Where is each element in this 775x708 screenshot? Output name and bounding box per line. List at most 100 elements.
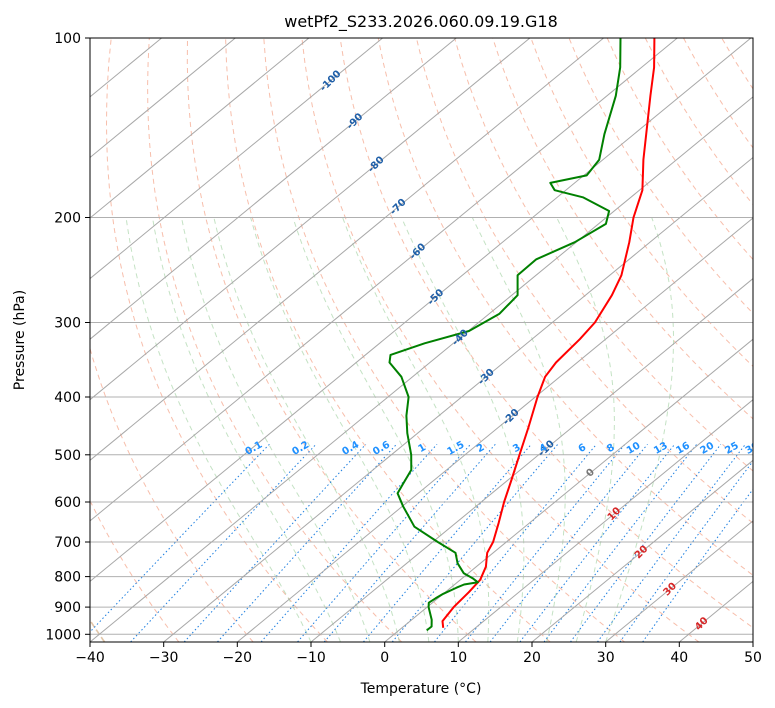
dry-adiabat [568, 38, 753, 315]
isotherm-line [310, 277, 753, 642]
moist-adiabat [125, 217, 312, 642]
mixing-ratio-label: 6 [577, 442, 589, 455]
skewed-isotherms [90, 38, 753, 642]
isotherm-line [457, 399, 753, 642]
x-axis-label: Temperature (°C) [360, 681, 482, 697]
mixing-ratio-line [543, 443, 698, 642]
x-tick-label: −40 [75, 650, 105, 666]
mixing-ratio-lines [90, 443, 753, 642]
y-tick-label: 700 [54, 535, 81, 551]
dry-adiabat [683, 38, 753, 149]
dry-adiabat [377, 38, 753, 576]
x-tick-label: 30 [597, 650, 615, 666]
moist-adiabat [213, 217, 400, 642]
isotherm-label: -80 [366, 155, 387, 176]
isotherm-line [90, 38, 457, 340]
isotherm-line [90, 38, 310, 219]
x-tick-label: 50 [744, 650, 762, 666]
isotherm-line [605, 520, 753, 642]
mixing-ratio-line [363, 443, 532, 642]
x-tick-label: 40 [670, 650, 688, 666]
dry-adiabat [606, 38, 753, 261]
y-tick-label: 500 [54, 448, 81, 464]
isotherm-line [90, 38, 678, 522]
dry-adiabat [492, 38, 753, 420]
plot-frame [89, 37, 754, 643]
mixing-ratio-label: 36 [764, 440, 775, 457]
x-tick-label: 20 [523, 650, 541, 666]
moist-adiabat [152, 217, 341, 642]
moist-adiabat [471, 217, 566, 642]
dewpoint-profile [388, 38, 622, 632]
y-axis-ticks: 100 200 300 400 500 600 700 800 900 1000 [45, 31, 90, 643]
moist-adiabat [250, 217, 430, 642]
temperature-profile [441, 38, 656, 628]
moist-adiabat [605, 217, 674, 642]
isotherm-line [531, 459, 753, 642]
sounding-series [388, 38, 656, 632]
dry-adiabat [721, 38, 753, 90]
dry-adiabat [301, 38, 700, 642]
mixing-ratio-label: 4 [538, 442, 550, 455]
isotherm-line [163, 156, 753, 642]
dry-adiabat-bold [0, 38, 67, 642]
chart-title: wetPf2_S233.2026.060.09.19.G18 [284, 12, 558, 32]
isotherm-label: -90 [345, 111, 366, 132]
mixing-ratio-line [297, 443, 471, 642]
mixing-ratio-label: 2 [475, 442, 487, 455]
dry-adiabat [530, 38, 753, 367]
y-tick-label: 1000 [45, 627, 81, 643]
y-tick-label: 800 [54, 570, 81, 586]
x-tick-label: −10 [296, 650, 326, 666]
moist-adiabat [342, 217, 490, 642]
x-axis-ticks: −40 −30 −20 −10 0 10 20 30 40 50 [75, 642, 762, 666]
isotherm-line [90, 38, 383, 280]
isotherm-label: -30 [476, 367, 497, 388]
x-tick-label: −30 [149, 650, 179, 666]
dry-adiabat [339, 38, 753, 629]
mixing-ratio-line [90, 443, 270, 633]
pressure-gridlines [90, 38, 753, 635]
y-axis-label: Pressure (hPa) [12, 290, 28, 390]
mixing-ratio-line [619, 460, 753, 642]
mixing-ratio-line [260, 443, 438, 642]
dry-adiabat [90, 346, 254, 642]
isotherm-line [90, 38, 752, 583]
mixing-ratio-line [465, 443, 626, 642]
dry-adiabat [263, 38, 625, 642]
isotherm-line [90, 38, 604, 461]
dry-adiabat [90, 499, 180, 642]
mixing-ratio-label: 8 [605, 442, 617, 455]
dry-adiabat [147, 38, 403, 642]
mixing-ratio-line [519, 443, 676, 642]
plot-area: -100-90-80-70-60-50-40-30-20-10010203040… [0, 38, 775, 642]
isotherm-line [236, 217, 753, 642]
dry-adiabat [415, 38, 753, 524]
mixing-ratio-line [130, 443, 317, 642]
dry-adiabat [225, 38, 551, 642]
mixing-ratio-label: 1 [416, 442, 428, 455]
x-tick-label: 0 [380, 650, 389, 666]
isotherm-line [384, 338, 753, 642]
x-tick-label: 10 [449, 650, 467, 666]
moist-adiabats [125, 217, 674, 642]
mixing-ratio-line [183, 443, 367, 642]
y-tick-label: 400 [54, 390, 81, 406]
moist-adiabat [401, 217, 525, 642]
dry-adiabat [454, 38, 753, 472]
mixing-ratio-label: 30 [744, 440, 762, 457]
isotherm-line [90, 38, 531, 401]
mixing-ratio-label: 3 [511, 442, 523, 455]
mixing-ratio-line [323, 443, 496, 642]
isotherm-label: -100 [318, 68, 344, 94]
dry-adiabats [0, 38, 753, 642]
x-tick-label: −20 [223, 650, 253, 666]
y-tick-label: 600 [54, 495, 81, 511]
moist-adiabat [556, 217, 615, 642]
y-tick-label: 900 [54, 600, 81, 616]
isotherm-line [752, 641, 753, 642]
y-tick-label: 100 [54, 31, 81, 47]
mixing-ratio-line [391, 443, 559, 642]
mixing-ratio-line [217, 443, 397, 642]
